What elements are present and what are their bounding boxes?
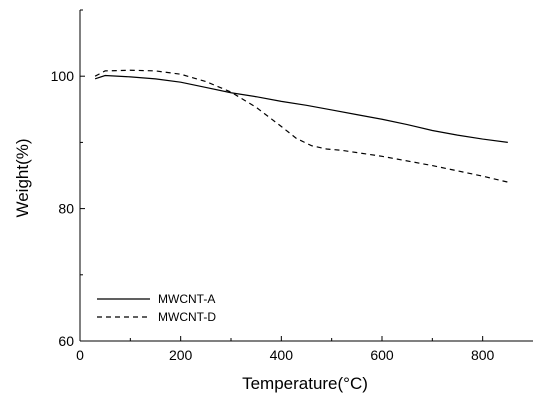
x-axis-title: Temperature(°C) [242, 374, 368, 393]
y-tick-label: 100 [51, 68, 75, 84]
x-tick-label: 400 [270, 347, 294, 363]
x-tick-label: 800 [471, 347, 495, 363]
series-lines [94, 69, 508, 183]
x-tick-label: 600 [370, 347, 394, 363]
x-tick-label: 0 [76, 347, 84, 363]
axes [79, 10, 533, 342]
y-tick-label: 80 [58, 201, 74, 217]
legend-label: MWCNT-D [158, 310, 216, 324]
y-axis-title: Weight(%) [13, 138, 32, 217]
x-tick-label: 200 [169, 347, 193, 363]
legend: MWCNT-A MWCNT-D [97, 292, 216, 324]
series-line-mwcnt-a [94, 74, 508, 143]
ticks: 0 200 400 600 800 60 80 100 [51, 9, 495, 363]
series-line-mwcnt-d [94, 69, 508, 183]
y-tick-label: 60 [58, 333, 74, 349]
legend-label: MWCNT-A [158, 292, 215, 306]
